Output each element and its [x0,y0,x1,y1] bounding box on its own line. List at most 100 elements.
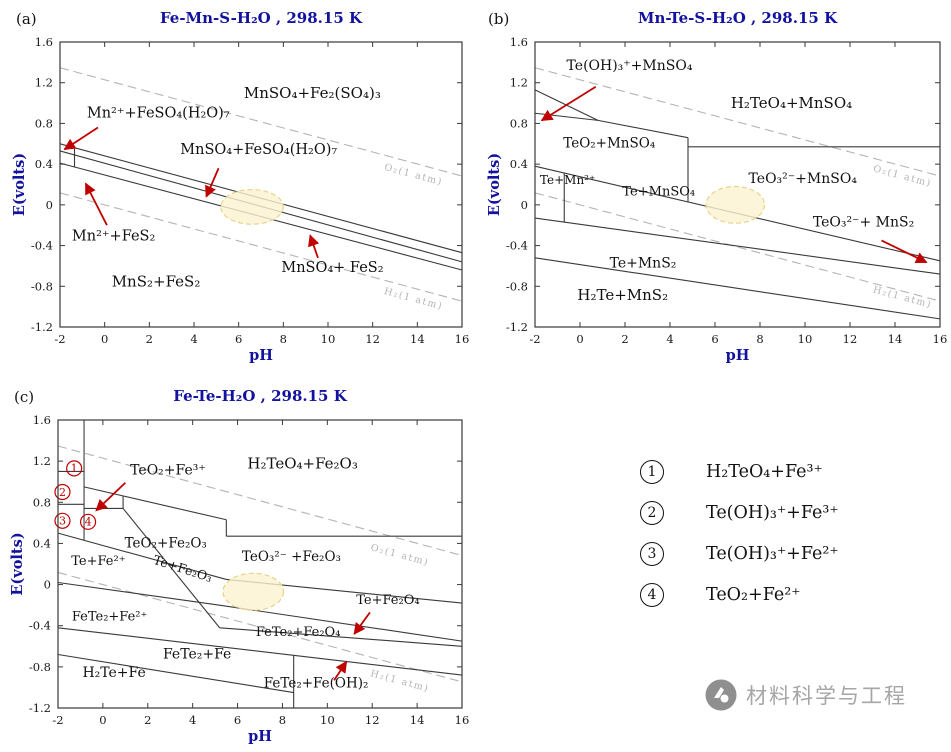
y-tick-label: -1.2 [31,320,53,334]
legend-item: 2 Te(OH)₃⁺+Fe³⁺ [640,501,839,525]
highlight-ellipse [705,185,766,224]
callout-arrow [63,126,99,151]
x-tick-label: 8 [756,332,763,346]
x-tick-label: 14 [410,332,425,346]
callout-arrow [353,611,371,635]
x-tick-label: 0 [99,713,106,727]
oxygen-line [534,67,941,177]
region-label: Te+MnSO₄ [622,185,695,200]
watermark-logo-icon [704,678,738,712]
region-label: H₂Te+Fe [82,665,145,681]
chart-title: Fe-Te-H₂O , 298.15 K [173,387,347,405]
y-tick-label: -0.8 [29,660,51,674]
circled-number-marker [79,513,97,530]
x-tick-label: 2 [146,332,153,346]
y-tick-label: 1.2 [33,454,51,468]
phase-boundary [57,532,227,580]
y-tick-label: -0.4 [31,239,53,253]
x-tick-label: 14 [410,713,425,727]
phase-boundary [83,486,227,521]
region-label: H₂Te+MnS₂ [577,286,668,304]
x-tick-label: 14 [888,332,903,346]
y-tick-label: 1.6 [35,35,53,49]
x-tick-label: 6 [235,332,242,346]
legend-label: H₂TeO₄+Fe³⁺ [706,462,823,482]
y-tick-label: -1.2 [506,320,528,334]
x-tick-label: 12 [365,713,380,727]
x-tick-label: 4 [189,713,196,727]
x-tick-label: 10 [321,332,336,346]
y-tick-label: 0.8 [33,495,51,509]
panel-c-chart: (c) Fe-Te-H₂O , 298.15 K O₂(1 atm) H₂(1 atm… [9,387,470,745]
region-label: TeO₂+Fe³⁺ [130,463,206,479]
x-tick-label: 8 [280,332,287,346]
phase-boundary [534,217,941,275]
legend-label: Te(OH)₃⁺+Fe²⁺ [706,544,839,564]
y-tick-label: -1.2 [29,701,51,715]
region-label: Te+Fe₂O₄ [356,593,419,608]
x-tick-label: 2 [144,713,151,727]
y-axis-title: E(volts) [11,153,28,216]
phase-boundary [57,581,463,642]
y-tick-label: 1.2 [510,76,528,90]
region-label: TeO₂+MnSO₄ [563,135,655,151]
x-tick-label: 16 [455,332,470,346]
callout-arrow [540,86,597,122]
plot-frame [57,419,463,709]
highlight-ellipse [222,572,285,611]
circled-number-marker [66,460,83,477]
region-label: FeTe₂+Fe²⁺ [72,610,148,625]
x-tick-label: 8 [279,713,286,727]
chart-title: Fe-Mn-S-H₂O , 298.15 K [160,9,363,27]
chart-title: Mn-Te-S-H₂O , 298.15 K [638,9,838,27]
circled-number-text: 4 [85,516,92,529]
plot-frame [59,41,463,328]
phase-boundary [534,257,941,320]
region-label: Te+Fe²⁺ [71,554,125,569]
circled-number-text: 2 [59,486,66,499]
circled-number-text: 1 [71,462,78,475]
callout-arrow [308,234,320,259]
watermark-logo-svg [705,679,737,711]
highlight-ellipse [220,188,284,225]
plot-frame [534,41,941,328]
gas-line-label: O₂(1 atm) [872,163,933,189]
legend-number-badge: 4 [640,583,664,607]
panel-label: (b) [488,10,509,28]
gas-line-label: H₂(1 atm) [383,286,444,312]
region-label: MnS₂+FeS₂ [112,272,201,290]
gas-line-label: O₂(1 atm) [383,162,444,188]
legend-number-badge: 3 [640,542,664,566]
y-tick-label: 1.6 [33,413,51,427]
callout-arrow [333,660,348,681]
y-tick-label: 0.8 [35,116,53,130]
y-axis-title: E(volts) [486,153,503,216]
x-tick-label: 16 [933,332,948,346]
x-tick-label: 0 [101,332,108,346]
gas-line-label: O₂(1 atm) [369,542,430,568]
region-label: FeTe₂+Fe(OH)₂ [264,675,369,691]
panel-a-chart: (a) Fe-Mn-S-H₂O , 298.15 K O₂(1 atm) H₂(1 a… [11,9,470,364]
callout-arrow [84,182,108,226]
circled-number-marker [54,512,71,529]
phase-boundary [57,653,294,694]
x-tick-label: -2 [52,713,63,727]
x-axis-title: pH [248,728,272,745]
y-tick-label: 0.4 [33,536,51,550]
y-tick-label: 1.2 [35,76,53,90]
y-tick-label: -0.8 [506,279,528,293]
y-tick-label: 0 [521,198,528,212]
callout-arrow [205,167,220,198]
legend-item: 4 TeO₂+Fe²⁺ [640,583,839,607]
watermark: 材料科学与工程 [704,678,907,712]
legend-item: 3 Te(OH)₃⁺+Fe²⁺ [640,542,839,566]
region-label: TeO₃²⁻+ MnS₂ [813,215,914,231]
x-tick-label: 6 [234,713,241,727]
y-tick-label: 0 [44,578,51,592]
gas-line-label: H₂(1 atm) [369,668,430,694]
region-label: MnSO₄+FeSO₄(H₂O)₇ [180,142,337,158]
y-tick-label: 0.8 [510,116,528,130]
legend: 1 H₂TeO₄+Fe³⁺ 2 Te(OH)₃⁺+Fe³⁺ 3 Te(OH)₃⁺+Fe²⁺… [640,460,839,624]
x-tick-label: -2 [529,332,540,346]
x-tick-label: 16 [455,713,470,727]
